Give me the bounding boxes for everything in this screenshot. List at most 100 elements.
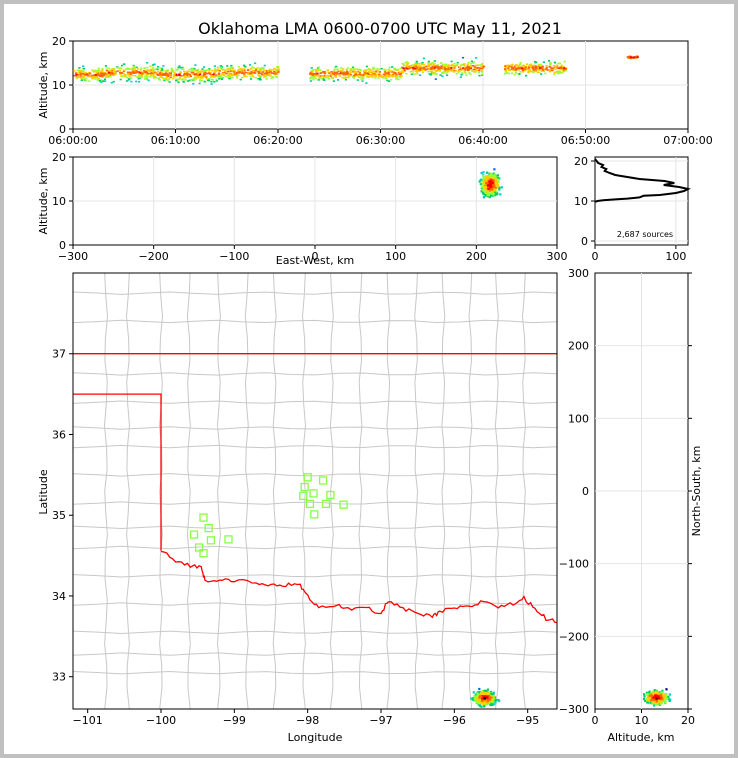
north-south-source-mark: [662, 695, 665, 698]
time-height-source-mark: [159, 67, 162, 69]
time-height-source-mark: [129, 73, 132, 76]
east-west-ylabel: Altitude, km: [37, 167, 50, 234]
time-height-source-mark: [239, 78, 242, 81]
north-south-source-mark: [666, 697, 669, 700]
time-height-source-mark: [421, 63, 424, 65]
time-height-source-mark: [237, 70, 240, 72]
time-height-source-mark: [262, 67, 265, 69]
time-height-source-mark: [388, 70, 391, 72]
time-height-source-mark: [369, 69, 372, 71]
time-height-source-mark: [116, 66, 119, 68]
lma-station-marker: [326, 490, 335, 500]
time-height-source-mark: [372, 74, 375, 77]
time-height-source-mark: [436, 69, 440, 72]
time-height-source-mark: [95, 73, 98, 75]
time-height-source-mark: [210, 80, 213, 83]
north-south-tick-label: −300: [559, 703, 589, 716]
east-west-source-mark: [487, 192, 490, 195]
time-height-source-mark: [94, 69, 97, 72]
map-source-mark: [481, 702, 484, 705]
east-west-yticks: 0 10 20: [52, 151, 73, 252]
time-height-source-mark: [197, 74, 200, 76]
time-tick-label: 06:20:00: [253, 134, 302, 147]
time-height-source-mark: [519, 62, 522, 64]
lma-station-marker: [199, 549, 208, 558]
east-west-source-mark: [482, 196, 485, 199]
time-height-source-mark: [113, 69, 116, 72]
time-height-source-mark: [423, 69, 426, 72]
map-source-mark: [490, 694, 493, 697]
time-height-source-mark: [445, 63, 448, 66]
time-height-source-mark: [184, 73, 187, 76]
time-height-source-mark: [218, 74, 221, 76]
time-height-source-mark: [211, 75, 214, 78]
time-height-source-mark: [184, 79, 187, 81]
time-height-source-mark: [388, 80, 391, 82]
east-west-source-mark: [489, 178, 492, 181]
east-west-source-mark: [484, 187, 487, 190]
time-height-source-mark: [314, 68, 317, 71]
time-height-source-mark: [318, 77, 321, 80]
longitude-tick-label: −96: [443, 714, 466, 727]
east-west-source-mark: [495, 187, 498, 190]
time-height-source-mark: [153, 63, 156, 66]
time-height-source-mark: [469, 73, 472, 75]
time-height-source-mark: [155, 76, 158, 79]
map-source-mark: [482, 696, 485, 699]
figure-title: Oklahoma LMA 0600-0700 UTC May 11, 2021: [198, 19, 562, 38]
time-height-source-mark: [157, 77, 160, 80]
map-ylabel: Latitude: [37, 469, 50, 515]
time-height-source-mark: [354, 71, 357, 74]
time-height-source-mark: [417, 62, 420, 65]
time-height-source-mark: [378, 71, 381, 73]
time-height-source-mark: [453, 69, 456, 72]
north-south-source-mark: [653, 703, 656, 706]
time-height-source-mark: [260, 67, 263, 69]
time-height-source-mark: [260, 72, 263, 74]
time-height-source-mark: [504, 65, 507, 67]
time-height-source-mark: [192, 83, 195, 85]
time-height-source-mark: [82, 76, 85, 79]
time-height-source-mark: [173, 74, 176, 77]
time-height-source-mark: [510, 72, 514, 75]
time-height-source-mark: [390, 70, 393, 72]
time-height-source-mark: [177, 66, 180, 69]
time-height-source-mark: [131, 69, 134, 71]
time-height-source-mark: [506, 72, 509, 74]
east-west-source-mark: [491, 187, 494, 190]
time-height-source-mark: [237, 74, 240, 77]
county-line: [73, 545, 557, 550]
time-height-source-mark: [503, 68, 507, 70]
map-source-mark: [481, 690, 484, 693]
time-height-source-mark: [330, 76, 333, 79]
time-height-source-mark: [104, 65, 107, 67]
time-height-source-mark: [205, 77, 208, 80]
time-height-source-mark: [258, 68, 261, 70]
east-west-source-mark: [498, 188, 501, 191]
time-height-source-mark: [518, 73, 521, 75]
time-height-source-mark: [473, 71, 476, 73]
time-height-source-mark: [261, 68, 265, 70]
time-height-source-mark: [78, 67, 81, 69]
north-south-source-mark: [659, 703, 662, 706]
north-south-tick-label: 0: [582, 485, 589, 498]
county-line: [244, 273, 249, 709]
time-height-source-mark: [389, 74, 393, 76]
time-height-source-mark: [120, 72, 123, 74]
time-height-source-mark: [474, 64, 478, 67]
east-west-source-mark: [488, 182, 491, 185]
north-south-source-mark: [646, 693, 649, 696]
map-source-mark: [485, 692, 488, 695]
time-height-source-mark: [259, 78, 262, 81]
lma-station-marker: [303, 473, 312, 482]
time-height-source-mark: [235, 72, 238, 75]
time-height-source-mark: [194, 74, 197, 76]
time-height-source-mark: [238, 68, 241, 71]
time-height-source-mark: [250, 71, 253, 73]
time-height-source-mark: [419, 65, 422, 67]
time-height-source-mark: [254, 72, 257, 74]
time-height-source-mark: [370, 75, 373, 77]
time-height-source-mark: [527, 69, 531, 72]
time-height-source-mark: [113, 71, 116, 73]
north-south-source-mark: [667, 695, 670, 698]
